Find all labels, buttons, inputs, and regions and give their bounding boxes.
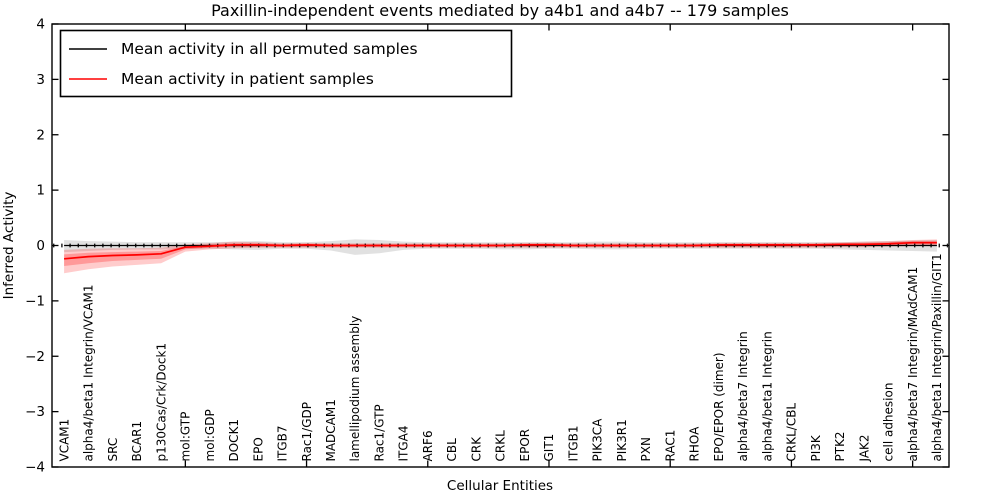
y-axis-label: Inferred Activity [1,192,17,300]
series-line-1 [64,241,937,260]
legend-box [59,29,513,98]
x-tick-label: JAK2 [857,434,871,462]
x-tick-label: mol:GTP [179,412,193,462]
y-tick-label: 1 [36,183,45,199]
x-tick-label: PI3K [809,434,823,461]
y-tick-label: −1 [25,293,45,309]
y-tick-label: 3 [36,72,45,88]
y-tick-label: 0 [36,238,45,254]
x-axis-label: Cellular Entities [447,478,553,494]
x-tick-label: RAC1 [663,430,677,462]
x-tick-label: PIK3CA [591,418,605,462]
x-tick-label: Rac1/GDP [300,402,314,461]
x-tick-label: RHOA [688,426,702,462]
x-tick-label: VCAM1 [57,419,71,462]
x-tick-label: EPO [251,437,265,461]
chart-title: Paxillin-independent events mediated by … [211,1,789,20]
x-tick-label: PTK2 [833,431,847,461]
x-tick-label: cell adhesion [882,383,896,462]
x-tick-label: lamellipodium assembly [348,316,362,462]
x-tick-label: p130Cas/Crk/Dock1 [154,343,168,462]
legend-label-patient-samples: Mean activity in patient samples [121,70,374,88]
y-tick-label: 2 [36,127,45,143]
y-tick-label: −2 [25,349,45,365]
x-tick-label: CRKL/CBL [785,403,799,462]
x-tick-label: alpha4/beta7 Integrin/MAdCAM1 [906,267,920,462]
x-tick-label: Rac1/GTP [373,404,387,461]
x-tick-label: PXN [639,437,653,461]
y-tick-label: 4 [36,17,45,33]
x-tick-label: MADCAM1 [324,399,338,461]
legend: Mean activity in all permuted samples Me… [59,29,513,98]
x-tick-label: CRK [470,436,484,462]
x-tick-label: alpha4/beta7 Integrin [736,331,750,461]
y-tick-label: −3 [25,404,45,420]
x-tick-label: ITGA4 [397,425,411,461]
x-tick-label: GIT1 [542,434,556,462]
x-tick-label: alpha4/beta1 Integrin [760,331,774,461]
x-tick-label: ITGB1 [566,425,580,461]
x-tick-label: PIK3R1 [615,419,629,461]
x-tick-label: CBL [445,438,459,462]
band-permuted-sample-range [64,239,937,255]
legend-label-permuted-samples: Mean activity in all permuted samples [121,40,418,58]
x-tick-label: ARF6 [421,430,435,461]
x-tick-label: mol:GDP [203,409,217,461]
x-tick-label: EPO/EPOR (dimer) [712,352,726,461]
plot-area: 4 3 2 1 0 −1 −2 −3 −4 VCAM1 alpha4/beta1 Integrin/… [25,17,950,476]
x-tick-label: SRC [106,438,120,462]
x-tick-label: alpha4/beta1 Integrin/Paxillin/GIT1 [930,253,944,461]
x-tick-label: EPOR [518,429,532,462]
x-tick-label: DOCK1 [227,419,241,462]
y-tick-label: −4 [25,460,45,476]
x-tick-label: ITGB7 [276,425,290,461]
x-tick-label: BCAR1 [130,421,144,462]
x-tick-label: CRKL [494,430,508,462]
x-tick-label: alpha4/beta1 Integrin/VCAM1 [82,285,96,462]
